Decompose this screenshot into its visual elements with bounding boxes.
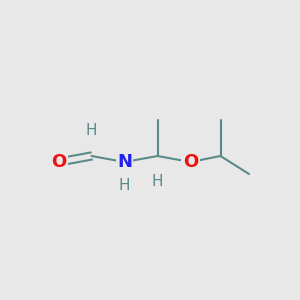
Text: O: O — [183, 153, 198, 171]
Text: H: H — [86, 123, 97, 138]
Text: H: H — [152, 174, 163, 189]
Text: N: N — [117, 153, 132, 171]
Text: O: O — [51, 153, 66, 171]
Text: H: H — [119, 178, 130, 194]
